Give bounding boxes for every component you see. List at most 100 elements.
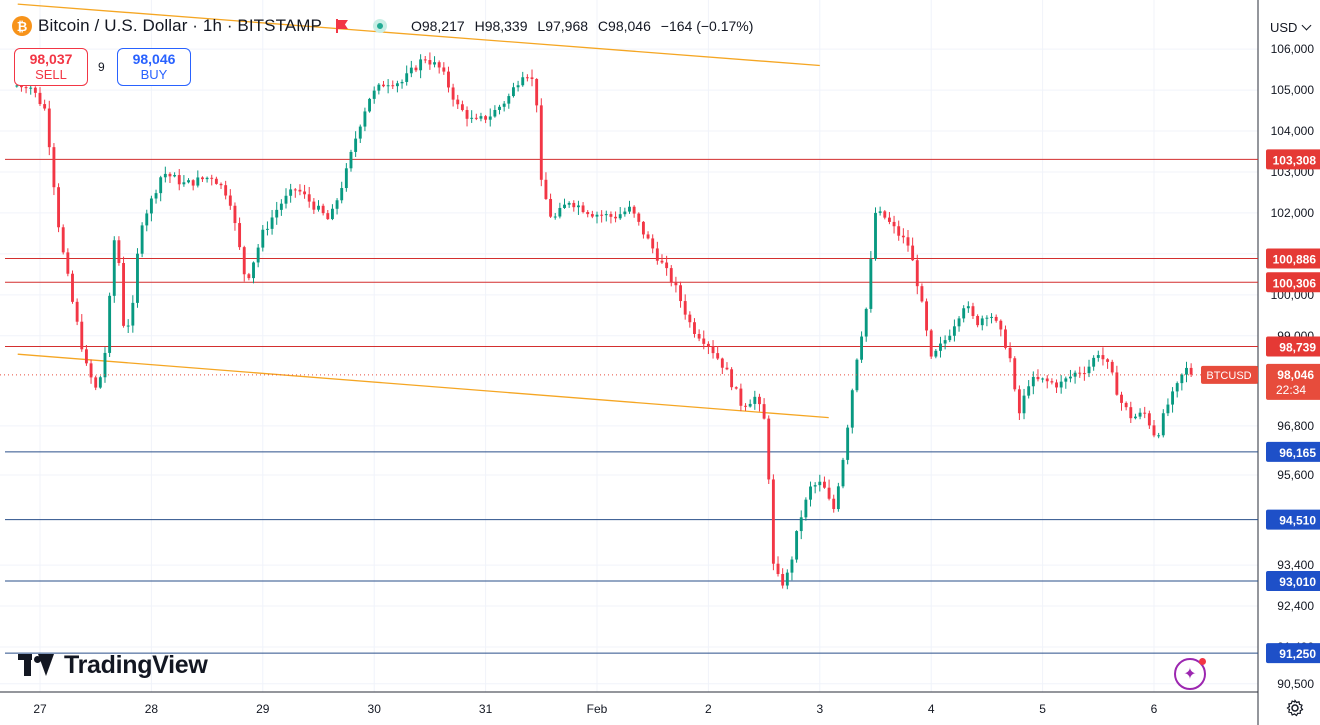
candle-body bbox=[809, 486, 812, 500]
candle-body bbox=[706, 343, 710, 347]
candle-body bbox=[544, 179, 548, 199]
candle-body bbox=[307, 194, 311, 202]
candle-body bbox=[929, 330, 933, 357]
candle-body bbox=[493, 109, 497, 117]
candle-body bbox=[758, 396, 761, 405]
tradingview-logo[interactable]: TradingView bbox=[18, 650, 208, 680]
candle-body bbox=[762, 404, 766, 419]
candle-body bbox=[934, 350, 938, 357]
candle-body bbox=[433, 62, 436, 65]
candle-body bbox=[1082, 373, 1086, 375]
resistance-label-bg bbox=[1266, 336, 1320, 357]
candle-body bbox=[994, 316, 998, 321]
candle-body bbox=[683, 301, 687, 315]
flag-icon[interactable] bbox=[335, 19, 349, 33]
candle-body bbox=[725, 367, 729, 370]
candle-body bbox=[460, 104, 464, 111]
candle-body bbox=[567, 202, 571, 205]
candle-body bbox=[428, 60, 432, 65]
candle-body bbox=[1087, 366, 1091, 374]
candle-body bbox=[386, 85, 390, 87]
candle-body bbox=[590, 214, 594, 217]
candle-body bbox=[451, 87, 455, 100]
candle-body bbox=[925, 301, 928, 331]
y-tick-label: 105,000 bbox=[1271, 83, 1315, 97]
candle-body bbox=[187, 180, 190, 183]
candle-body bbox=[823, 481, 826, 488]
x-tick-label: 3 bbox=[816, 702, 823, 716]
level-labels: 103,308 100,886 100,306 98,739 96,165 94,510 9… bbox=[1266, 149, 1320, 664]
candle-body bbox=[878, 211, 882, 213]
support-label-bg bbox=[1266, 509, 1320, 530]
support-label: 96,165 bbox=[1279, 446, 1316, 460]
candle-body bbox=[61, 227, 65, 253]
candle-body bbox=[358, 126, 362, 139]
sell-button[interactable]: 98,037 SELL bbox=[14, 48, 88, 86]
candle-body bbox=[553, 216, 557, 218]
candle-body bbox=[1106, 359, 1110, 362]
candle-body bbox=[1036, 376, 1040, 380]
candle-body bbox=[108, 295, 112, 353]
tradingview-mark-icon bbox=[18, 654, 56, 676]
candle-body bbox=[628, 206, 631, 212]
x-tick-label: 6 bbox=[1151, 702, 1158, 716]
candle-body bbox=[976, 315, 980, 326]
x-tick-label: Feb bbox=[587, 702, 608, 716]
candle-body bbox=[512, 87, 515, 97]
candle-body bbox=[576, 205, 580, 208]
candles bbox=[15, 52, 1193, 590]
candle-body bbox=[1017, 389, 1021, 414]
candle-body bbox=[730, 369, 734, 388]
high-value: 98,339 bbox=[484, 18, 528, 34]
candle-body bbox=[1157, 435, 1161, 437]
candle-body bbox=[1022, 395, 1026, 414]
candle-body bbox=[832, 498, 836, 510]
candle-body bbox=[270, 217, 274, 229]
ai-assistant-icon[interactable]: ✦ bbox=[1174, 658, 1206, 690]
x-tick-labels: 27 28 29 30 31 Feb 2 3 4 5 6 bbox=[33, 702, 1157, 716]
candle-body bbox=[1092, 357, 1096, 367]
channel-trendline bbox=[17, 3, 820, 67]
candle-body bbox=[279, 203, 283, 210]
candle-body bbox=[943, 340, 947, 344]
y-tick-label: 90,500 bbox=[1277, 677, 1314, 691]
candle-body bbox=[405, 73, 409, 82]
buy-label: BUY bbox=[140, 67, 168, 82]
symbol-title[interactable]: Bitcoin / U.S. Dollar · 1h · BITSTAMP bbox=[38, 16, 322, 35]
buy-button[interactable]: 98,046 BUY bbox=[117, 48, 191, 86]
candle-body bbox=[1152, 425, 1156, 436]
candle-body bbox=[201, 177, 204, 180]
candle-body bbox=[980, 318, 984, 326]
x-tick-label: 4 bbox=[928, 702, 935, 716]
candle-body bbox=[846, 427, 850, 460]
settings-icon[interactable] bbox=[1285, 698, 1305, 718]
candle-body bbox=[1004, 329, 1007, 348]
candle-body bbox=[952, 326, 956, 336]
candle-body bbox=[1013, 358, 1017, 390]
candle-body bbox=[1161, 413, 1165, 436]
candle-body bbox=[224, 185, 228, 196]
candle-body bbox=[214, 178, 218, 184]
candle-body bbox=[191, 180, 195, 186]
candle-body bbox=[563, 204, 566, 208]
candle-body bbox=[149, 198, 153, 214]
resistance-label-bg bbox=[1266, 248, 1320, 269]
candle-body bbox=[790, 559, 794, 573]
channel-trendline bbox=[17, 353, 829, 419]
candle-body bbox=[915, 260, 919, 287]
candle-body bbox=[372, 90, 376, 99]
candle-body bbox=[470, 117, 474, 119]
support-label: 91,250 bbox=[1279, 647, 1316, 661]
candle-body bbox=[24, 87, 28, 89]
candle-body bbox=[1050, 381, 1054, 383]
candle-body bbox=[126, 325, 130, 327]
symbol-tag-bg bbox=[1201, 365, 1258, 384]
currency-selector[interactable]: USD bbox=[1262, 10, 1318, 44]
candle-body bbox=[354, 138, 358, 152]
support-label-bg bbox=[1266, 643, 1320, 664]
candle-body bbox=[349, 151, 353, 169]
spread-value: 9 bbox=[98, 60, 105, 74]
candle-body bbox=[744, 405, 747, 407]
